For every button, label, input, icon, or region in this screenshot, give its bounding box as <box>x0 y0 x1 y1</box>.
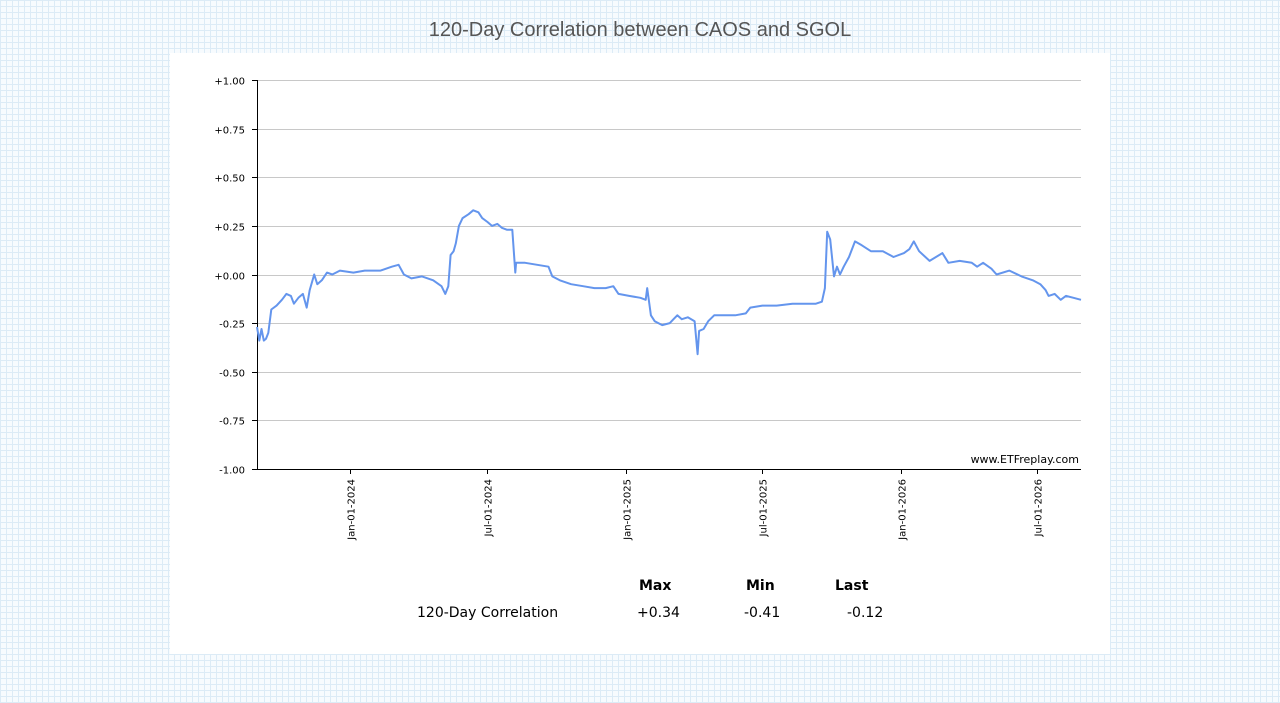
x-tick-label: Jul-01-2025 <box>759 479 770 537</box>
x-tick-label: Jan-01-2024 <box>347 479 358 541</box>
grid-lines <box>257 80 1081 421</box>
y-tick-label: +0.50 <box>214 174 245 185</box>
y-axis-ticks: +1.00 +0.75 +0.50 +0.25 +0.00 -0.25 -0.50 -0.75… <box>214 77 257 477</box>
x-tick-label: Jan-01-2026 <box>898 479 909 541</box>
page-title: 120-Day Correlation between CAOS and SGO… <box>428 19 852 41</box>
y-tick-label: +0.00 <box>214 272 245 283</box>
chart-panel: +1.00 +0.75 +0.50 +0.25 +0.00 -0.25 -0.50 -0.75… <box>170 53 1110 654</box>
y-tick-label: +1.00 <box>214 77 245 88</box>
axes <box>257 80 1081 470</box>
x-tick-label: Jan-01-2025 <box>623 479 634 541</box>
y-tick-label: -0.50 <box>219 369 245 380</box>
x-axis-ticks: Jan-01-2024 Jul-01-2024 Jan-01-2025 Jul-01-… <box>347 469 1045 541</box>
correlation-chart: +1.00 +0.75 +0.50 +0.25 +0.00 -0.25 -0.50 -0.75… <box>214 77 1082 541</box>
watermark: www.ETFreplay.com <box>971 453 1079 466</box>
y-tick-label: -0.75 <box>219 417 245 428</box>
y-tick-label: -0.25 <box>219 320 245 331</box>
y-tick-label: +0.25 <box>214 223 245 234</box>
y-tick-label: -1.00 <box>219 466 245 477</box>
x-tick-label: Jul-01-2026 <box>1034 479 1045 537</box>
y-tick-label: +0.75 <box>214 126 245 137</box>
series-line-correlation <box>256 209 1082 356</box>
x-tick-label: Jul-01-2024 <box>484 479 495 537</box>
